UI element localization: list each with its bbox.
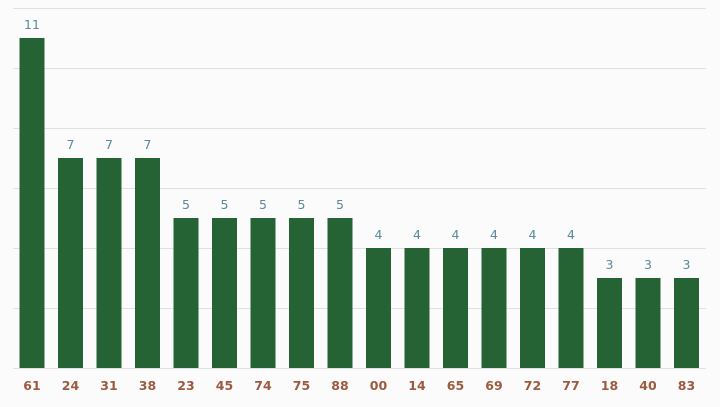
value-label-00: 4 xyxy=(375,227,383,242)
bar-40 xyxy=(635,278,661,368)
category-label-69: 69 xyxy=(485,378,502,393)
bars xyxy=(19,38,699,368)
category-label-72: 72 xyxy=(524,378,541,393)
value-label-74: 5 xyxy=(259,197,267,212)
category-label-24: 24 xyxy=(62,378,80,393)
value-label-72: 4 xyxy=(529,227,537,242)
bar-38 xyxy=(135,158,160,368)
value-label-31: 7 xyxy=(105,137,113,152)
value-label-65: 4 xyxy=(452,227,460,242)
bar-65 xyxy=(443,248,468,368)
category-label-77: 77 xyxy=(562,378,579,393)
bar-72 xyxy=(520,248,545,368)
bar-31 xyxy=(96,158,122,368)
bar-18 xyxy=(597,278,622,368)
category-labels: 61 24 31 38 23 45 74 75 88 00 14 65 69 72 77 18 40 83 xyxy=(23,378,695,393)
category-label-23: 23 xyxy=(177,378,194,393)
value-label-77: 4 xyxy=(567,227,575,242)
value-label-14: 4 xyxy=(413,227,421,242)
category-label-61: 61 xyxy=(23,378,40,393)
value-label-88: 5 xyxy=(336,197,344,212)
bar-75 xyxy=(289,218,314,368)
value-label-23: 5 xyxy=(182,197,190,212)
category-label-74: 74 xyxy=(254,378,272,393)
bar-83 xyxy=(674,278,699,368)
bar-74 xyxy=(250,218,276,368)
value-label-40: 3 xyxy=(644,257,652,272)
bar-14 xyxy=(404,248,430,368)
value-label-24: 7 xyxy=(67,137,75,152)
category-label-45: 45 xyxy=(216,378,233,393)
value-label-69: 4 xyxy=(490,227,498,242)
category-label-31: 31 xyxy=(100,378,117,393)
bar-24 xyxy=(58,158,83,368)
bar-00 xyxy=(366,248,391,368)
bar-77 xyxy=(558,248,584,368)
value-label-75: 5 xyxy=(298,197,306,212)
bar-61 xyxy=(19,38,45,368)
bar-45 xyxy=(212,218,237,368)
value-label-83: 3 xyxy=(683,257,691,272)
category-label-40: 40 xyxy=(639,378,657,393)
bar-69 xyxy=(481,248,507,368)
value-label-38: 7 xyxy=(144,137,152,152)
bar-23 xyxy=(173,218,199,368)
value-labels: 11 7 7 7 5 5 5 5 5 4 4 4 4 4 4 3 3 3 xyxy=(24,17,690,272)
category-label-65: 65 xyxy=(447,378,464,393)
category-label-14: 14 xyxy=(408,378,426,393)
value-label-61: 11 xyxy=(24,17,40,32)
category-label-38: 38 xyxy=(139,378,156,393)
category-label-75: 75 xyxy=(293,378,310,393)
category-label-88: 88 xyxy=(331,378,348,393)
category-label-83: 83 xyxy=(678,378,695,393)
value-label-45: 5 xyxy=(221,197,229,212)
gridlines xyxy=(13,8,706,369)
category-label-00: 00 xyxy=(370,378,388,393)
category-label-18: 18 xyxy=(601,378,618,393)
bar-88 xyxy=(327,218,353,368)
value-label-18: 3 xyxy=(606,257,614,272)
